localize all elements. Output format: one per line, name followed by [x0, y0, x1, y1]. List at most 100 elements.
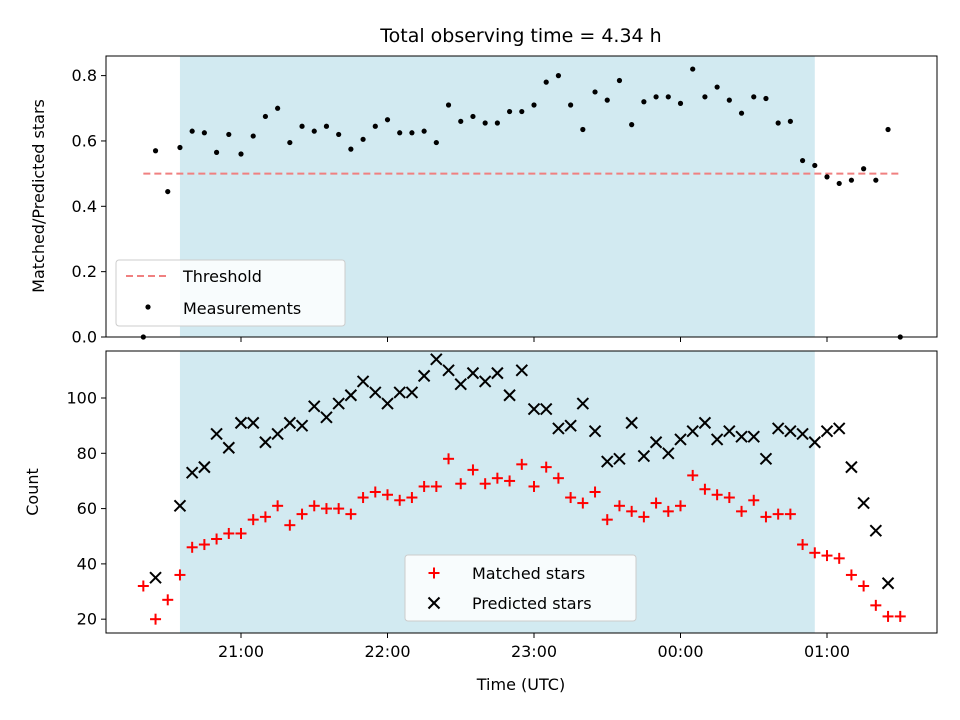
measurement-point [519, 108, 525, 115]
measurement-point [323, 123, 330, 129]
matched-star-point [259, 511, 271, 523]
measurement-point [189, 128, 195, 134]
matched-star-point [589, 486, 601, 498]
matched-star-point [479, 478, 491, 490]
x-tick-label: 01:00 [804, 642, 850, 661]
measurement-point [213, 149, 220, 155]
predicted-star-point [381, 397, 394, 410]
measurement-point [629, 122, 635, 128]
matched-star-point [809, 547, 821, 559]
measurement-point [787, 118, 793, 124]
predicted-star-point [185, 466, 199, 479]
predicted-star-point [393, 386, 406, 399]
y-tick-label: 80 [77, 444, 97, 463]
matched-star-point [394, 494, 406, 506]
legend-measurements-label: Measurements [183, 299, 301, 318]
bottom-axes-frame [105, 350, 938, 634]
matched-star-point [345, 508, 357, 520]
matched-star-point [638, 511, 650, 523]
matched-stars-points [137, 453, 906, 625]
x-tick-label: 00:00 [657, 642, 703, 661]
matched-star-point [406, 492, 418, 504]
predicted-star-point [527, 402, 541, 416]
measurement-point [555, 73, 562, 79]
measurement-point [641, 99, 647, 105]
matched-star-point [357, 492, 369, 504]
matched-star-point [430, 480, 442, 492]
matched-star-point [613, 500, 625, 512]
x-tick-label: 21:00 [218, 642, 264, 661]
measurement-point [592, 89, 598, 95]
measurement-point [152, 148, 159, 154]
predicted-star-point [417, 369, 431, 383]
measurement-point [714, 84, 720, 90]
measurement-point [336, 131, 342, 138]
matched-star-point [137, 580, 149, 592]
matched-star-point [162, 594, 174, 606]
y-tick-label: 0.2 [72, 262, 97, 281]
measurement-point [751, 94, 757, 100]
matched-star-point [174, 569, 186, 581]
matched-star-point [577, 497, 589, 509]
matched-star-point [675, 500, 686, 512]
measurement-point [543, 79, 549, 85]
bottom-y-axis-label: Count [23, 468, 42, 516]
measurement-point [775, 120, 781, 126]
predicted-star-point [796, 427, 809, 441]
matched-star-point [272, 500, 284, 512]
predicted-star-point [601, 455, 614, 468]
matched-star-point [858, 580, 870, 592]
measurement-point [763, 95, 769, 102]
matched-star-point [211, 533, 223, 545]
measurement-point [201, 130, 207, 136]
predicted-star-point [833, 422, 846, 435]
bottom-legend-box [404, 554, 637, 622]
matched-star-point [833, 552, 845, 564]
predicted-star-point [637, 449, 651, 463]
predicted-star-point [747, 430, 760, 443]
predicted-star-point [735, 430, 748, 443]
matched-star-point [235, 527, 247, 539]
matched-star-point [198, 539, 210, 551]
measurement-point [702, 94, 708, 100]
bottom-x-axis-label: Time (UTC) [476, 675, 565, 694]
matched-star-point [736, 505, 748, 517]
predicted-star-point [308, 400, 321, 413]
predicted-star-point [369, 386, 382, 399]
predicted-star-point [198, 460, 211, 474]
measurement-point [384, 117, 391, 123]
predicted-star-point [503, 389, 516, 402]
top-y-ticks: 0.0 0.2 0.4 0.6 0.8 [72, 66, 106, 347]
top-axes-frame [105, 55, 938, 338]
matched-star-point [320, 503, 332, 515]
measurement-point [824, 174, 830, 180]
matched-star-point [369, 486, 381, 498]
measurement-point [531, 102, 537, 108]
matched-star-point [845, 569, 857, 581]
predicted-star-point [515, 364, 528, 377]
predicted-star-point [478, 375, 492, 388]
measurement-point [299, 123, 305, 129]
predicted-star-point [613, 452, 626, 466]
measurement-point [360, 136, 366, 142]
predicted-star-point [845, 460, 858, 474]
measurement-point [458, 118, 464, 124]
legend-matched-marker [428, 567, 440, 579]
matched-star-point [748, 494, 760, 506]
matched-star-point [504, 475, 516, 487]
predicted-star-point [869, 524, 883, 537]
measurement-point [482, 120, 488, 126]
matched-star-point [870, 599, 882, 611]
matched-star-point [418, 480, 430, 492]
predicted-star-point [149, 571, 162, 584]
predicted-star-point [210, 427, 223, 441]
measurement-point [738, 110, 745, 116]
legend-predicted-swatch [427, 596, 441, 610]
y-tick-label: 0.6 [72, 131, 97, 150]
measurement-point [653, 94, 659, 100]
predicted-star-point [649, 436, 663, 449]
matched-star-point [247, 514, 259, 526]
bottom-legend: Matched stars Predicted stars [404, 554, 637, 622]
measurement-point [311, 128, 317, 134]
matched-star-point [516, 458, 528, 470]
